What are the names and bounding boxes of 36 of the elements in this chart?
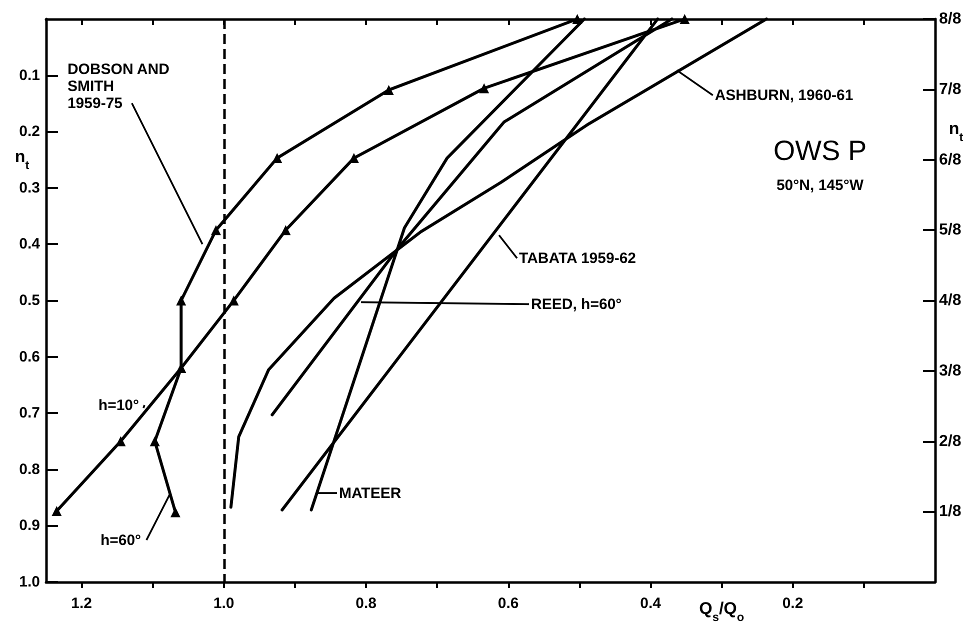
y2-tick-label: 2/8 bbox=[939, 432, 962, 450]
y-tick-label: 0.4 bbox=[19, 236, 41, 253]
annotation: h=60° bbox=[100, 532, 142, 550]
x-tick-label: 0.8 bbox=[356, 595, 376, 612]
annotation: TABATA 1959-62 bbox=[519, 250, 636, 268]
y-tick-label: 0.5 bbox=[19, 292, 40, 309]
y2-tick-label: 6/8 bbox=[939, 151, 962, 168]
y-tick-label: 0.1 bbox=[19, 66, 40, 84]
y2-tick-label: 5/8 bbox=[939, 222, 962, 239]
y-tick-label: 0.2 bbox=[19, 123, 40, 140]
text: 50°N, 145°W bbox=[776, 177, 864, 194]
x-tick-label: 0.4 bbox=[640, 595, 662, 612]
y2-tick-label: 4/8 bbox=[939, 292, 962, 309]
text: OWS P bbox=[773, 135, 867, 166]
annotation: ASHBURN, 1960-61 bbox=[714, 87, 854, 104]
y-axis-title: n$_{t}$ bbox=[14, 147, 30, 172]
annotation: DOBSON AND SMITH 1959-75 bbox=[67, 61, 170, 112]
y2-tick-label: 3/8 bbox=[939, 362, 962, 380]
y-tick-label: 1.0 bbox=[19, 574, 40, 590]
y2-axis-title: n$_{t}$ bbox=[948, 119, 964, 144]
x-tick-label: 0.2 bbox=[782, 595, 804, 612]
y2-tick-label: 1/8 bbox=[939, 503, 962, 520]
y-tick-label: 0.3 bbox=[19, 179, 40, 196]
x-axis-title: Q$_{s}$/Q$_{o}$ bbox=[699, 599, 744, 624]
annotation: h=10° bbox=[98, 397, 140, 414]
y2-tick-label: 8/8 bbox=[939, 10, 962, 28]
annotation: REED, h=60° bbox=[531, 296, 622, 314]
x-tick-label: 0.6 bbox=[498, 595, 519, 612]
y2-tick-label: 7/8 bbox=[939, 80, 962, 98]
y-tick-label: 0.9 bbox=[19, 517, 40, 534]
x-tick-label: 1.0 bbox=[213, 595, 234, 612]
y-tick-label: 0.7 bbox=[19, 404, 40, 422]
y-tick-label: 0.6 bbox=[19, 348, 40, 366]
x-tick-label: 1.2 bbox=[71, 595, 92, 612]
y-tick-label: 0.8 bbox=[19, 460, 40, 478]
annotation: MATEER bbox=[338, 485, 402, 502]
